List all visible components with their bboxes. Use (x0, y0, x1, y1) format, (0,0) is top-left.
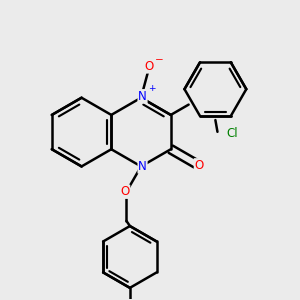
Text: N: N (138, 160, 147, 173)
Text: N: N (138, 90, 147, 103)
Text: +: + (148, 84, 155, 93)
Text: Cl: Cl (226, 127, 238, 140)
Text: O: O (144, 60, 154, 73)
Text: −: − (155, 55, 164, 65)
Text: O: O (194, 159, 204, 172)
Text: O: O (120, 185, 130, 198)
